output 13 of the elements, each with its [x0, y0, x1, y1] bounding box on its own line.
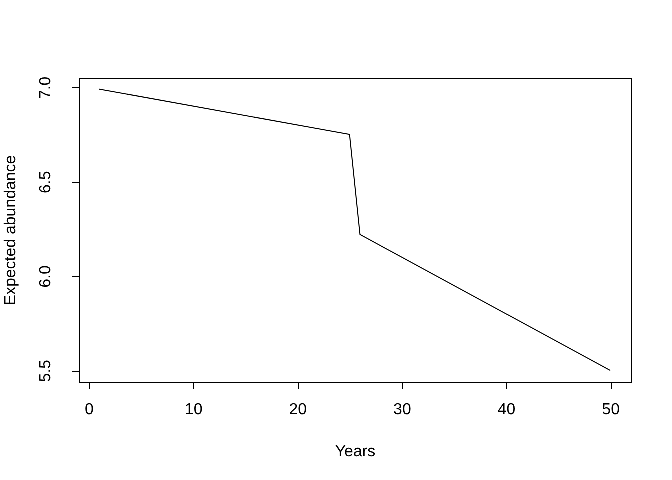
y-tick-label: 6.0: [38, 266, 54, 288]
y-tick-label: 6.5: [38, 171, 54, 194]
line-series: [98, 88, 612, 372]
x-tick-label: 10: [184, 402, 203, 418]
y-tick-label: 7.0: [38, 76, 54, 100]
x-tick-label: 20: [289, 402, 308, 418]
y-tick-label: 5.5: [38, 360, 54, 382]
x-tick-label: 40: [498, 402, 516, 418]
y-axis-title: Expected abundance: [2, 155, 20, 306]
x-tick-label: 30: [394, 402, 412, 418]
x-tick-label: 50: [602, 402, 620, 418]
x-tick-label: 0: [85, 402, 94, 418]
x-axis-title: Years: [335, 444, 376, 460]
